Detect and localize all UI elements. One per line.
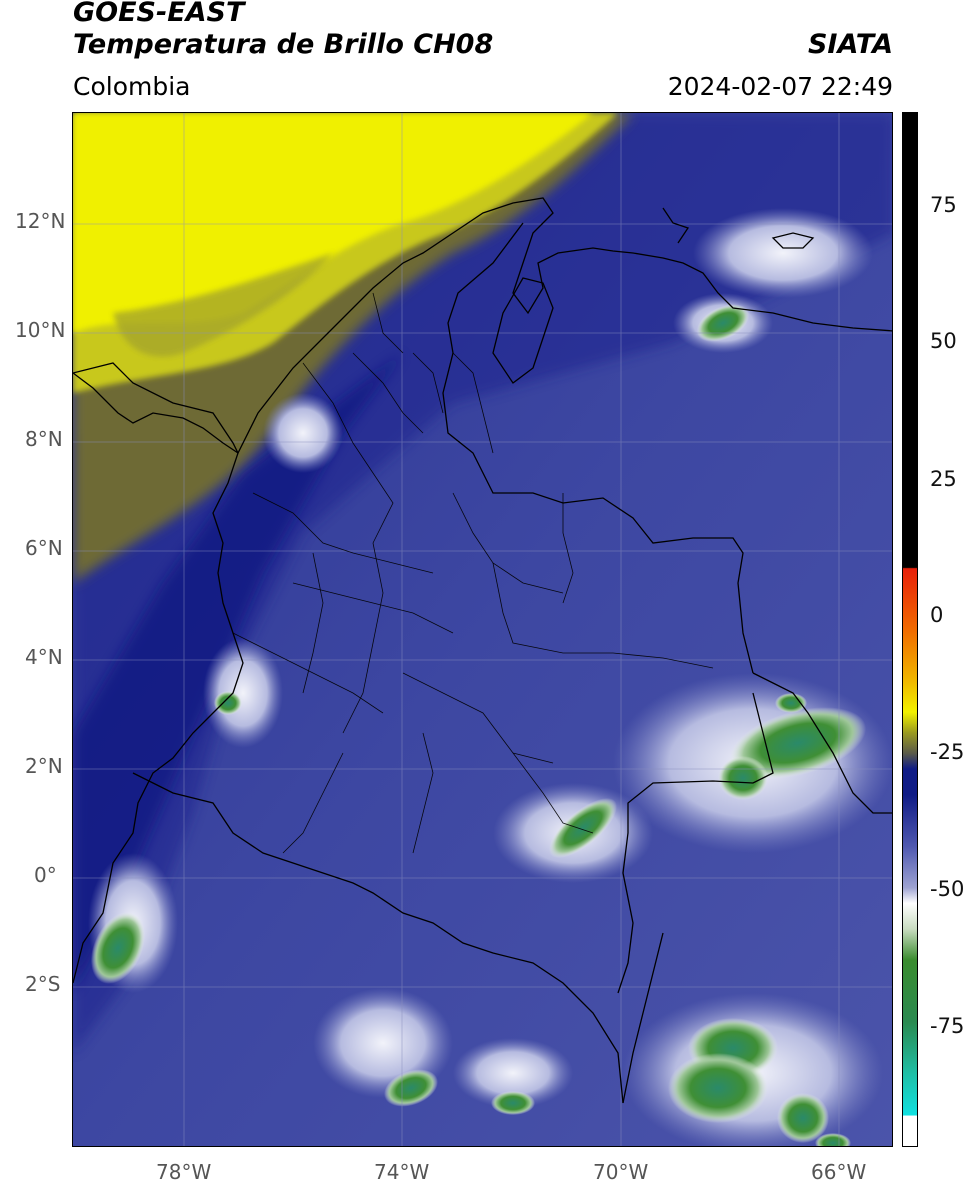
navy-band-coast: [73, 353, 403, 993]
map-canvas: [73, 113, 892, 1146]
lat-label-6n: 6°N: [25, 536, 63, 560]
storm-cell-13: [815, 1133, 851, 1146]
storm-cell-1: [696, 304, 750, 342]
colorbar: [902, 112, 918, 1147]
cloud-peru: [453, 1038, 573, 1108]
lat-label-4n: 4°N: [25, 645, 63, 669]
lon-label-78w: 78°W: [156, 1160, 212, 1184]
dry-air-yellow: [73, 113, 593, 333]
region-label: Colombia: [73, 72, 191, 101]
timestamp-label: 2024-02-07 22:49: [667, 72, 893, 101]
cloud-caribbean: [693, 208, 873, 298]
satellite-title: GOES-EAST: [73, 0, 245, 28]
storm-cell-6: [549, 798, 617, 858]
storm-cell-7: [90, 912, 146, 984]
institution-label: SIATA: [807, 29, 893, 60]
colorbar-ramp: [903, 113, 917, 1146]
colorbar-tick-minus75: -75: [930, 1014, 965, 1038]
storm-cell-10: [668, 1053, 768, 1123]
cloud-choco: [263, 393, 343, 473]
storm-cell-11: [777, 1093, 829, 1143]
lat-label-10n: 10°N: [15, 318, 66, 342]
department-borders: [232, 292, 714, 854]
graticule: [73, 113, 892, 1146]
satellite-map: [72, 112, 893, 1147]
storm-cell-12: [491, 1091, 535, 1115]
cloud-pacific-coast: [203, 638, 283, 748]
storm-cell-8: [384, 1069, 438, 1107]
dry-air-streak: [113, 253, 333, 357]
storm-cell-5: [775, 693, 807, 713]
storm-cell-2: [214, 691, 242, 715]
storm-cell-4: [718, 756, 768, 800]
storm-cell-3: [729, 707, 867, 779]
product-title: Temperatura de Brillo CH08: [73, 29, 494, 60]
lon-label-74w: 74°W: [374, 1160, 430, 1184]
colorbar-tick-0: 0: [930, 603, 944, 627]
lat-label-2s: 2°S: [25, 972, 61, 996]
lon-label-70w: 70°W: [593, 1160, 649, 1184]
colorbar-tick-75: 75: [930, 193, 957, 217]
lat-label-12n: 12°N: [15, 209, 66, 233]
colorbar-tick-minus25: -25: [930, 740, 965, 764]
lon-label-66w: 66°W: [811, 1160, 867, 1184]
lat-label-2n: 2°N: [25, 754, 63, 778]
lat-label-0: 0°: [34, 863, 57, 887]
colorbar-tick-minus50: -50: [930, 877, 965, 901]
country-borders: [73, 197, 892, 1104]
colorbar-tick-25: 25: [930, 467, 957, 491]
colorbar-tick-50: 50: [930, 329, 957, 353]
lat-label-8n: 8°N: [25, 427, 63, 451]
